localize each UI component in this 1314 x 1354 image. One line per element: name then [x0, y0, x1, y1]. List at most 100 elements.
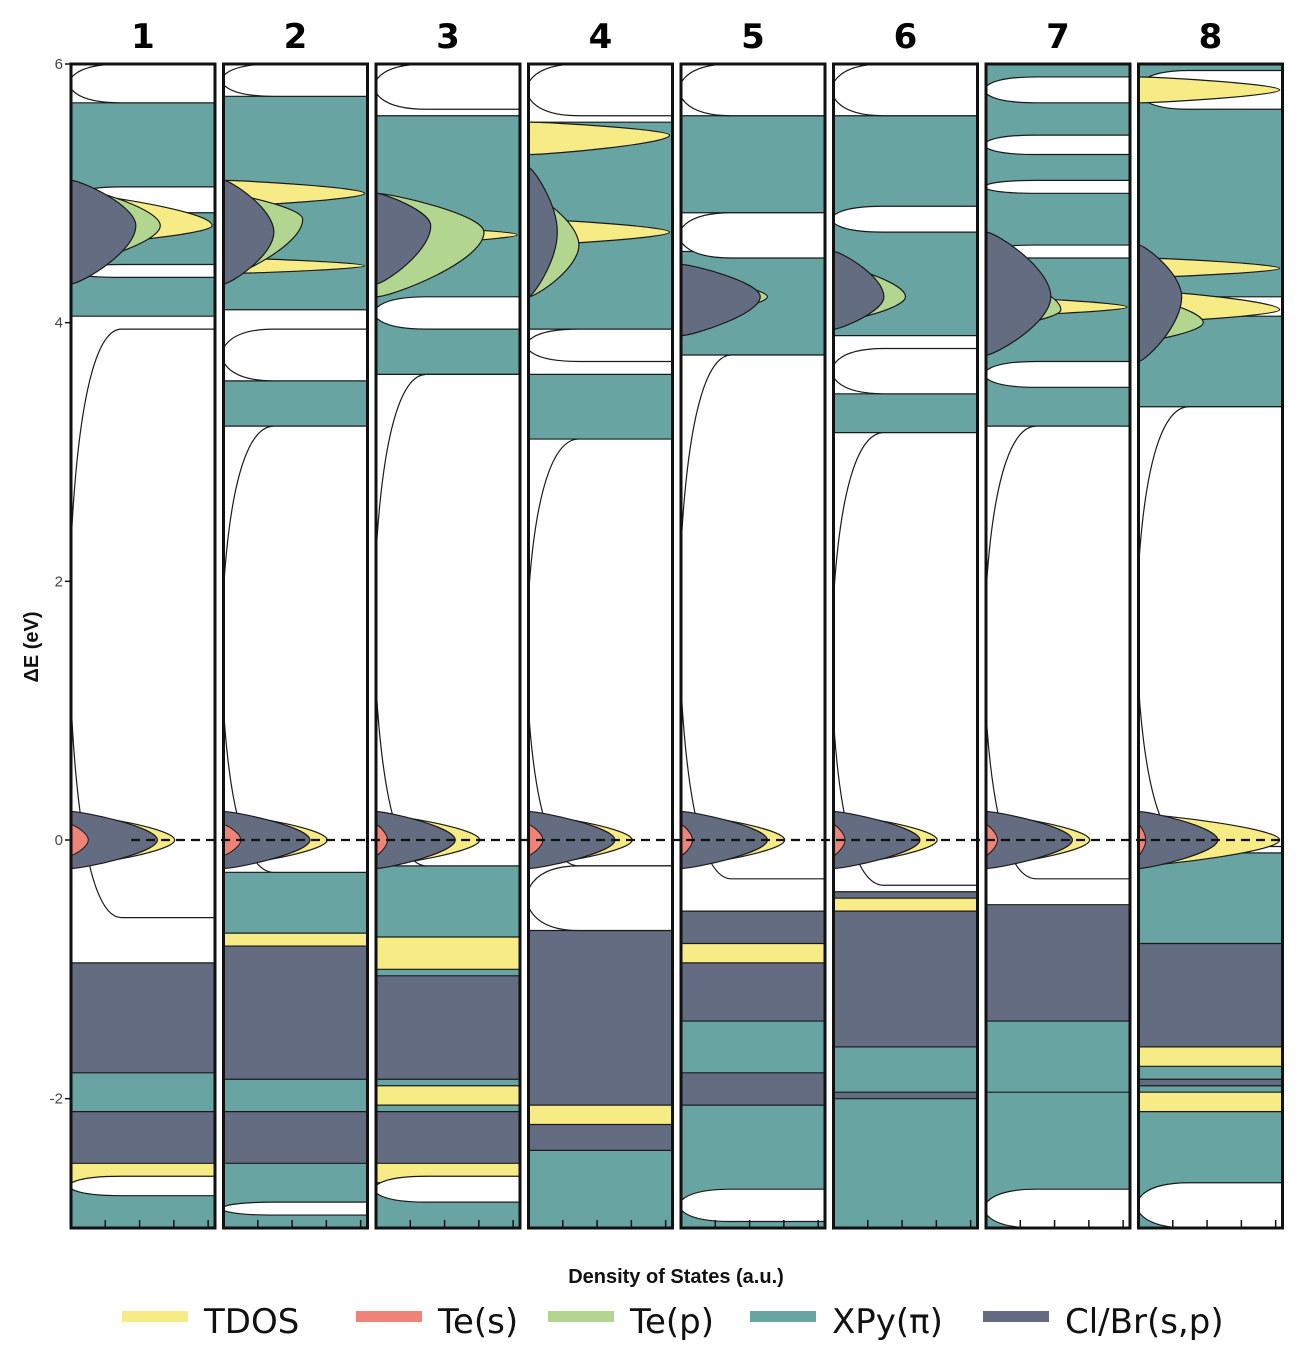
gap-region	[681, 212, 825, 259]
homo-te-s-peak	[71, 823, 89, 857]
gap-region	[681, 354, 825, 880]
gap-region	[986, 179, 1130, 194]
gap-region	[986, 425, 1130, 880]
gap-region	[986, 134, 1130, 156]
panel-frame	[222, 62, 369, 1230]
legend-item: TDOS	[122, 1302, 299, 1342]
band-xpy_pi	[223, 1162, 368, 1228]
panel-label: 6	[894, 17, 918, 57]
legend-label: TDOS	[203, 1302, 299, 1342]
panel-4: 4	[527, 17, 674, 1230]
peak-clbr_sp	[681, 263, 761, 337]
band-tdos	[223, 932, 368, 947]
panel-frame	[69, 62, 217, 1230]
y-tick-label: 0	[55, 832, 63, 849]
legend-label: Cl/Br(s,p)	[1065, 1302, 1224, 1342]
gap-region	[681, 1188, 825, 1223]
peak-tdos	[1138, 76, 1281, 104]
band-xpy_pi	[71, 1072, 215, 1113]
gap-region	[223, 64, 368, 97]
gap-region	[376, 373, 520, 867]
legend-item: Te(s)	[356, 1302, 518, 1342]
panel-7: 7	[984, 17, 1132, 1230]
band-xpy_pi	[833, 1046, 978, 1093]
band-xpy_pi	[833, 1098, 978, 1228]
peak-clbr_sp	[528, 166, 558, 298]
band-xpy_pi	[528, 373, 673, 440]
panel-8: 8	[1137, 17, 1284, 1230]
legend-label: Te(p)	[629, 1302, 714, 1342]
legend-swatch	[122, 1311, 188, 1322]
gap-region	[528, 438, 673, 867]
legend-swatch	[356, 1311, 422, 1322]
homo-clbr-peak	[71, 810, 159, 870]
panels: 1 2 3 4 5 6 7 8	[69, 17, 1284, 1230]
panel-2-content	[223, 64, 368, 1228]
panel-frame	[679, 62, 827, 1230]
panel-frame	[374, 62, 522, 1230]
legend: TDOS Te(s) Te(p) XPy(π) Cl/Br(s,p)	[122, 1302, 1224, 1342]
legend-item: Cl/Br(s,p)	[983, 1302, 1224, 1342]
gap-region	[376, 1175, 520, 1203]
band-tdos	[833, 897, 978, 912]
band-tdos	[376, 936, 520, 970]
panel-label: 4	[589, 17, 613, 57]
gap-region	[1138, 406, 1283, 848]
peak-clbr_sp	[71, 179, 137, 285]
panel-6: 6	[832, 17, 979, 1230]
legend-swatch	[548, 1311, 614, 1322]
legend-label: Te(s)	[437, 1302, 518, 1342]
band-xpy_pi	[528, 1149, 673, 1228]
y-tick-label: 2	[55, 573, 63, 590]
y-axis-title: ΔE (eV)	[21, 611, 43, 682]
gap-region	[71, 64, 215, 104]
band-tdos	[681, 942, 825, 964]
panel-5-content	[681, 64, 825, 1228]
band-xpy_pi	[1138, 64, 1283, 408]
band-tdos	[376, 1085, 520, 1106]
gap-region	[376, 296, 520, 330]
gap-region	[528, 865, 673, 932]
homo-clbr-peak	[986, 810, 1074, 870]
gap-region	[681, 64, 825, 117]
y-tick-label: 6	[55, 56, 63, 73]
peak-clbr_sp	[376, 192, 432, 285]
gap-region	[833, 205, 978, 233]
panel-label: 3	[436, 17, 460, 57]
gap-region	[1138, 1182, 1283, 1228]
band-xpy_pi	[681, 115, 825, 214]
band-xpy_pi	[986, 1020, 1130, 1093]
legend-item: Te(p)	[548, 1302, 714, 1342]
panel-6-content	[833, 64, 978, 1228]
legend-item: XPy(π)	[750, 1302, 943, 1342]
gap-region	[528, 328, 673, 363]
panel-4-content	[528, 64, 673, 1228]
peak-clbr_sp	[223, 179, 275, 285]
homo-clbr-peak	[376, 810, 456, 870]
panel-frame	[527, 62, 674, 1230]
legend-label: XPy(π)	[832, 1302, 943, 1342]
panel-1: 1	[69, 17, 217, 1230]
band-xpy_pi	[223, 1078, 368, 1113]
peak-clbr_sp	[833, 250, 885, 330]
panel-7-content	[986, 64, 1130, 1228]
panel-label: 5	[741, 17, 765, 57]
panel-label: 8	[1199, 17, 1223, 57]
peak-clbr_sp	[1138, 244, 1183, 363]
gap-region	[71, 1175, 215, 1197]
panel-frame	[1137, 62, 1284, 1230]
panel-label: 2	[284, 17, 308, 57]
y-tick-label: 4	[55, 315, 63, 332]
gap-region	[986, 1188, 1130, 1228]
peak-tdos	[528, 121, 671, 156]
gap-region	[986, 360, 1130, 388]
gap-region	[223, 1201, 368, 1216]
x-axis-title: Density of States (a.u.)	[568, 1266, 784, 1288]
panel-3: 3	[374, 17, 522, 1230]
panel-frame	[984, 62, 1132, 1230]
band-xpy_pi	[833, 393, 978, 434]
band-tdos	[528, 1104, 673, 1126]
gap-region	[833, 64, 978, 117]
gap-region	[223, 328, 368, 382]
gap-region	[376, 64, 520, 110]
